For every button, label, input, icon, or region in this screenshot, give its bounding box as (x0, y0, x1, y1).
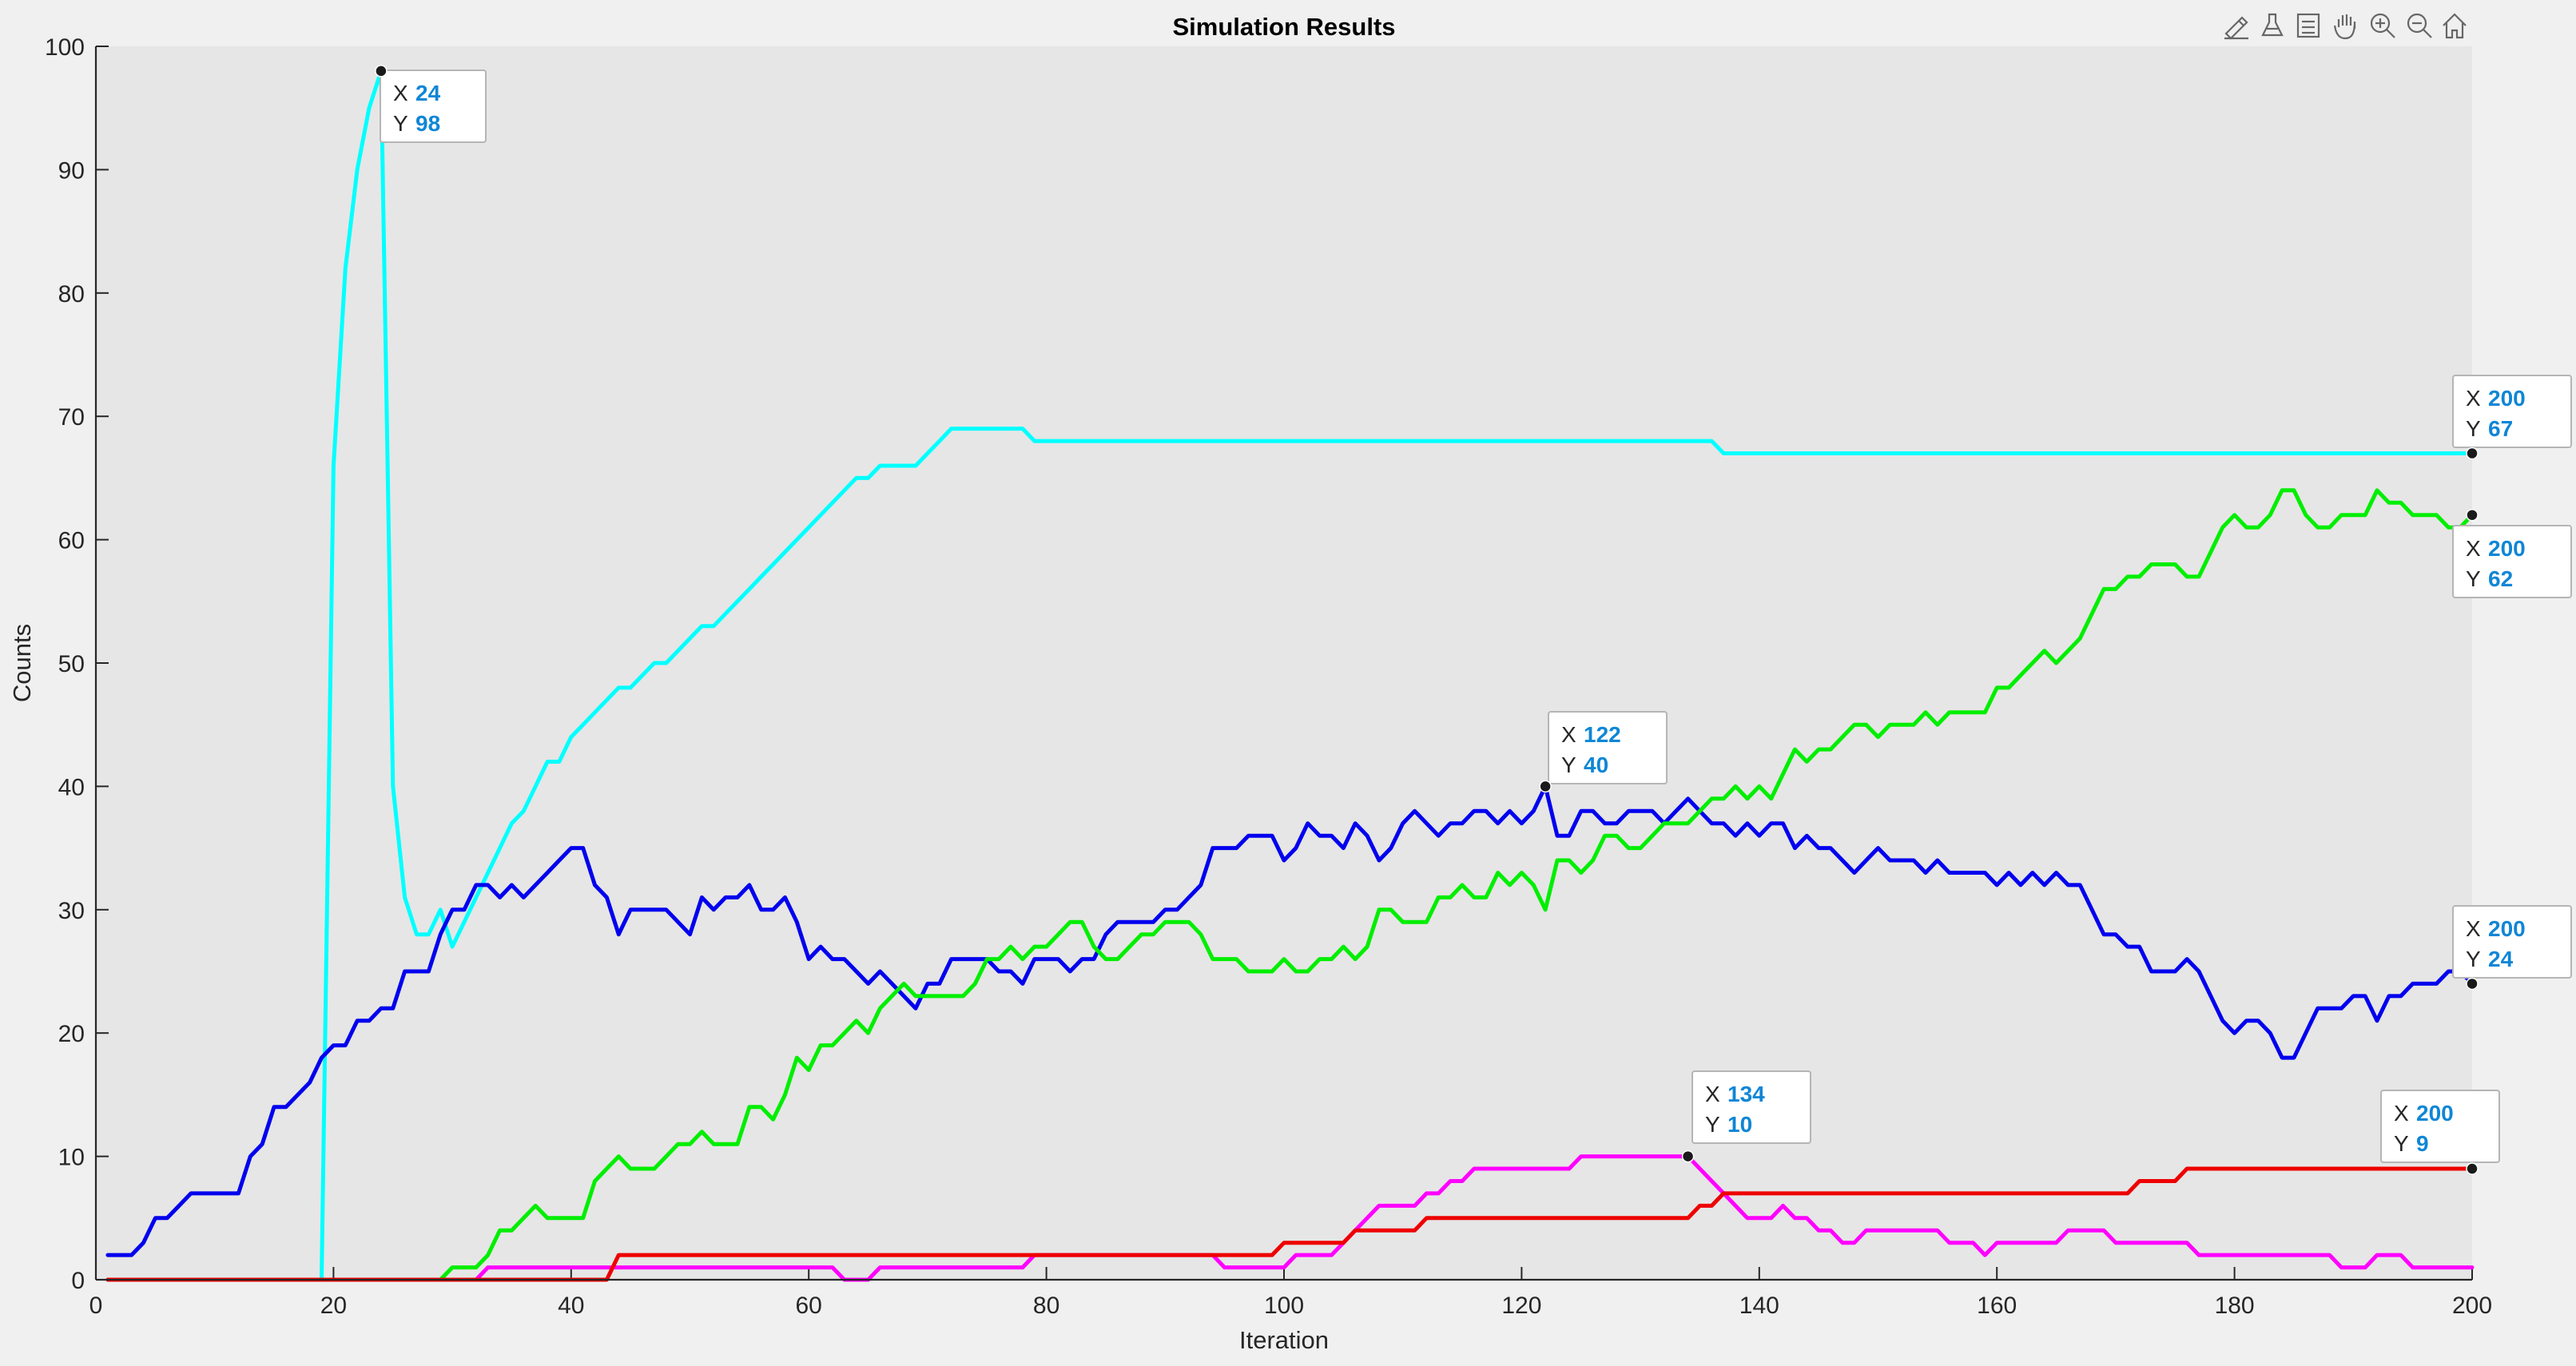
data-tip-y-value: 40 (1584, 752, 1608, 777)
series-line-5[interactable] (105, 1166, 2475, 1282)
legend-icon[interactable] (2295, 11, 2324, 40)
data-tip-marker[interactable] (2466, 1162, 2479, 1175)
data-tip-box (2452, 905, 2572, 979)
x-tick-label: 140 (1739, 1293, 1779, 1319)
x-tick-label: 120 (1501, 1293, 1541, 1319)
data-tip-y-value: 24 (2488, 947, 2514, 971)
data-tip-x-value: 200 (2488, 386, 2526, 411)
data-tip-y-value: 98 (415, 111, 440, 136)
chart-title: Simulation Results (1172, 13, 1395, 41)
data-tip-box (2452, 375, 2572, 448)
y-tick-label: 30 (58, 898, 85, 924)
plot-area[interactable] (96, 46, 2472, 1280)
data-tip[interactable]: X 200 Y 24 (2452, 905, 2572, 991)
series-line-3[interactable] (438, 488, 2475, 1282)
x-axis-label: Iteration (1239, 1326, 1329, 1354)
data-tip-marker[interactable] (2466, 977, 2479, 991)
y-tick-label: 80 (58, 281, 85, 308)
y-tick-label: 20 (58, 1021, 85, 1047)
x-tick-label: 200 (2452, 1293, 2492, 1319)
data-tip-x-value: 200 (2416, 1101, 2454, 1126)
x-tick-label: 0 (89, 1293, 103, 1319)
y-tick-label: 70 (58, 404, 85, 431)
data-tip-x-value: 200 (2488, 536, 2526, 561)
data-tip-x-key: X (1561, 722, 1576, 747)
data-tip-x-key: X (2466, 536, 2481, 561)
y-tick-label: 60 (58, 528, 85, 554)
y-tick-label: 90 (58, 157, 85, 184)
data-tip[interactable]: X 200 Y 62 (2452, 508, 2572, 598)
data-tip-x-value: 24 (415, 81, 441, 105)
data-tip[interactable]: X 24 Y 98 (375, 65, 487, 143)
series-layer (105, 69, 2475, 1282)
data-tip-x-key: X (2394, 1101, 2409, 1126)
data-tip-y-value: 10 (1727, 1112, 1752, 1137)
brush-icon[interactable] (2221, 11, 2250, 40)
data-tip[interactable]: X 134 Y 10 (1681, 1070, 1811, 1163)
home-icon[interactable] (2440, 11, 2469, 40)
axis-ticks: 0 20 40 60 80 100 120 140 160 180 200 0 10 20 30 40 50 60… (45, 34, 2492, 1319)
data-tip-y-key: Y (1561, 752, 1576, 777)
zoom-out-icon[interactable] (2405, 11, 2434, 40)
data-tip-box (2380, 1090, 2500, 1163)
data-tip-y-key: Y (2466, 566, 2481, 591)
pan-icon[interactable] (2332, 11, 2360, 40)
data-tip-y-value: 62 (2488, 566, 2513, 591)
data-tip-x-value: 134 (1727, 1082, 1765, 1106)
data-tip-icon[interactable] (2258, 11, 2287, 40)
data-tip[interactable]: X 200 Y 67 (2452, 375, 2572, 460)
data-tip-marker[interactable] (2466, 508, 2479, 522)
data-tip-box (2452, 525, 2572, 598)
data-tip-x-key: X (1705, 1082, 1720, 1106)
axes-toolbar (2221, 11, 2469, 40)
data-tip-y-key: Y (2394, 1131, 2409, 1156)
y-tick-label: 0 (71, 1268, 85, 1294)
data-tip-marker[interactable] (2466, 447, 2479, 460)
x-tick-label: 100 (1264, 1293, 1304, 1319)
y-tick-label: 100 (45, 34, 85, 61)
data-tip[interactable]: X 200 Y 9 (2380, 1090, 2500, 1175)
data-tip-y-key: Y (393, 111, 408, 136)
series-line-1[interactable] (105, 69, 2475, 1282)
data-tip-x-key: X (393, 81, 408, 105)
data-tip-box (1691, 1070, 1811, 1144)
data-tip-y-value: 67 (2488, 416, 2513, 441)
data-tip-y-key: Y (2466, 947, 2481, 971)
data-tip-x-key: X (2466, 916, 2481, 941)
zoom-in-icon[interactable] (2368, 11, 2397, 40)
x-tick-label: 60 (796, 1293, 822, 1319)
x-tick-label: 180 (2215, 1293, 2255, 1319)
x-tick-label: 160 (1977, 1293, 2017, 1319)
data-tip-box (1548, 711, 1668, 784)
y-tick-label: 40 (58, 774, 85, 800)
y-tick-label: 50 (58, 651, 85, 677)
data-tip-marker[interactable] (375, 65, 388, 77)
x-tick-label: 40 (558, 1293, 584, 1319)
x-tick-label: 80 (1033, 1293, 1059, 1319)
data-tip-box (380, 69, 487, 143)
data-tip-x-key: X (2466, 386, 2481, 411)
data-tip-marker[interactable] (1681, 1150, 1695, 1163)
data-tip-x-value: 200 (2488, 916, 2526, 941)
y-tick-label: 10 (58, 1145, 85, 1171)
y-axis-label: Counts (8, 624, 36, 702)
series-line-2[interactable] (105, 784, 2475, 1257)
data-tip-marker[interactable] (1539, 780, 1552, 793)
data-tip-y-key: Y (1705, 1112, 1720, 1137)
data-tip-y-value: 9 (2416, 1131, 2429, 1156)
data-tip-x-value: 122 (1584, 722, 1621, 747)
x-tick-label: 20 (320, 1293, 347, 1319)
data-tip-y-key: Y (2466, 416, 2481, 441)
data-tip[interactable]: X 122 Y 40 (1539, 711, 1668, 793)
axes-frame (94, 46, 2472, 1281)
